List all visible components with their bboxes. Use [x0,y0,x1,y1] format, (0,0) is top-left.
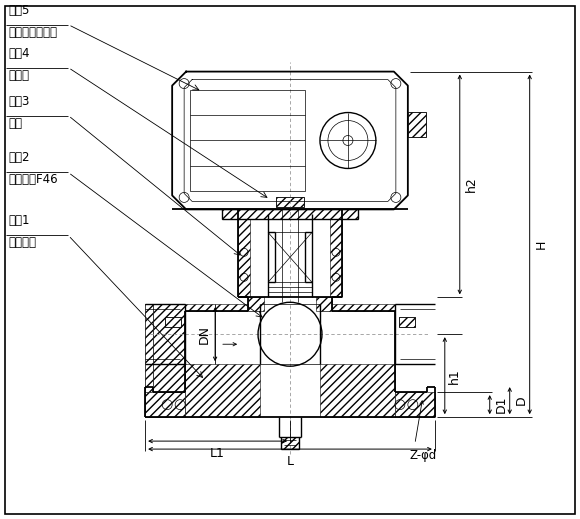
Bar [395,392,435,417]
Bar [145,304,153,387]
Text: 序号5: 序号5 [8,4,30,17]
Text: DN: DN [198,325,211,344]
Text: D1: D1 [495,396,508,414]
Bar [153,304,185,392]
Bar [316,297,332,311]
Text: 衬氟阀体: 衬氟阀体 [8,236,37,249]
Bar [185,364,260,417]
Bar [408,112,426,136]
Text: H: H [535,240,548,249]
Bar [320,304,395,311]
Bar [399,317,415,327]
Bar [281,437,299,449]
Bar [248,297,264,311]
Text: 序号3: 序号3 [8,94,30,107]
Text: D: D [514,396,528,405]
Bar [268,233,312,282]
Text: 序号2: 序号2 [8,152,30,165]
Text: L1: L1 [210,447,225,460]
Bar [185,304,260,311]
Bar [238,209,250,297]
Bar [153,304,185,387]
Text: 角行程执行机构: 角行程执行机构 [8,25,57,38]
Bar [330,209,342,297]
Text: 带柄球衬F46: 带柄球衬F46 [8,173,58,186]
Bar [190,90,305,192]
Text: L: L [287,455,293,468]
Bar [145,304,153,392]
Bar [153,392,185,417]
Text: 序号1: 序号1 [8,214,30,227]
Bar [145,387,153,417]
Bar [145,392,185,417]
Text: 支架: 支架 [8,117,23,130]
Text: Z-φd: Z-φd [410,449,437,462]
Text: 联轴节: 联轴节 [8,69,30,81]
Text: 序号4: 序号4 [8,47,30,60]
Bar [320,364,395,417]
Text: h1: h1 [448,368,461,384]
Text: h2: h2 [465,176,478,193]
Bar [165,317,181,327]
Bar [222,209,358,220]
Bar [276,197,304,208]
